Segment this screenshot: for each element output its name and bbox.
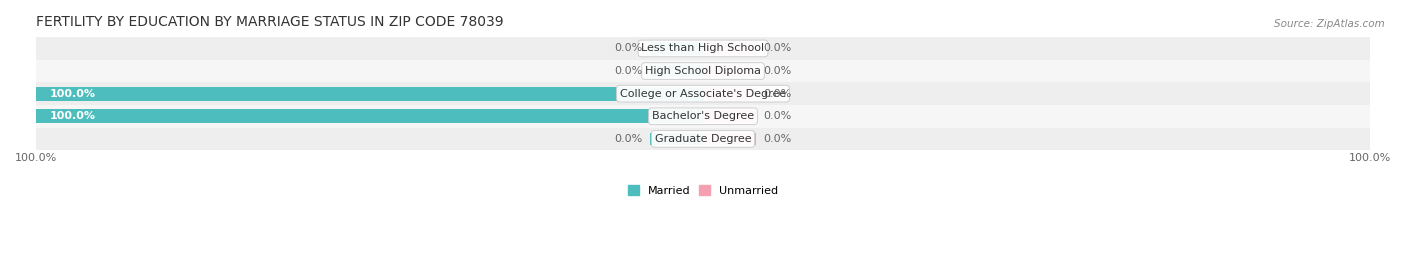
Text: 0.0%: 0.0%: [614, 66, 643, 76]
Text: 0.0%: 0.0%: [614, 134, 643, 144]
Text: 0.0%: 0.0%: [763, 66, 792, 76]
Bar: [650, 65, 703, 77]
Bar: [37, 87, 703, 101]
Text: Graduate Degree: Graduate Degree: [655, 134, 751, 144]
Bar: [37, 128, 1369, 150]
Bar: [37, 37, 1369, 60]
Legend: Married, Unmarried: Married, Unmarried: [627, 185, 779, 196]
Bar: [37, 105, 1369, 128]
Bar: [37, 82, 1369, 105]
Text: 100.0%: 100.0%: [49, 111, 96, 121]
Text: 0.0%: 0.0%: [763, 89, 792, 99]
Bar: [703, 87, 756, 100]
Text: College or Associate's Degree: College or Associate's Degree: [620, 89, 786, 99]
Bar: [650, 133, 703, 145]
Text: 100.0%: 100.0%: [49, 89, 96, 99]
Bar: [37, 109, 703, 123]
Bar: [37, 60, 1369, 82]
Text: 0.0%: 0.0%: [763, 134, 792, 144]
Text: 0.0%: 0.0%: [614, 43, 643, 54]
Text: FERTILITY BY EDUCATION BY MARRIAGE STATUS IN ZIP CODE 78039: FERTILITY BY EDUCATION BY MARRIAGE STATU…: [37, 15, 503, 29]
Text: 0.0%: 0.0%: [763, 43, 792, 54]
Text: High School Diploma: High School Diploma: [645, 66, 761, 76]
Bar: [703, 65, 756, 77]
Text: 0.0%: 0.0%: [763, 111, 792, 121]
Text: Source: ZipAtlas.com: Source: ZipAtlas.com: [1274, 19, 1385, 29]
Text: Bachelor's Degree: Bachelor's Degree: [652, 111, 754, 121]
Bar: [650, 42, 703, 55]
Text: Less than High School: Less than High School: [641, 43, 765, 54]
Bar: [703, 110, 756, 123]
Bar: [703, 133, 756, 145]
Bar: [703, 42, 756, 55]
